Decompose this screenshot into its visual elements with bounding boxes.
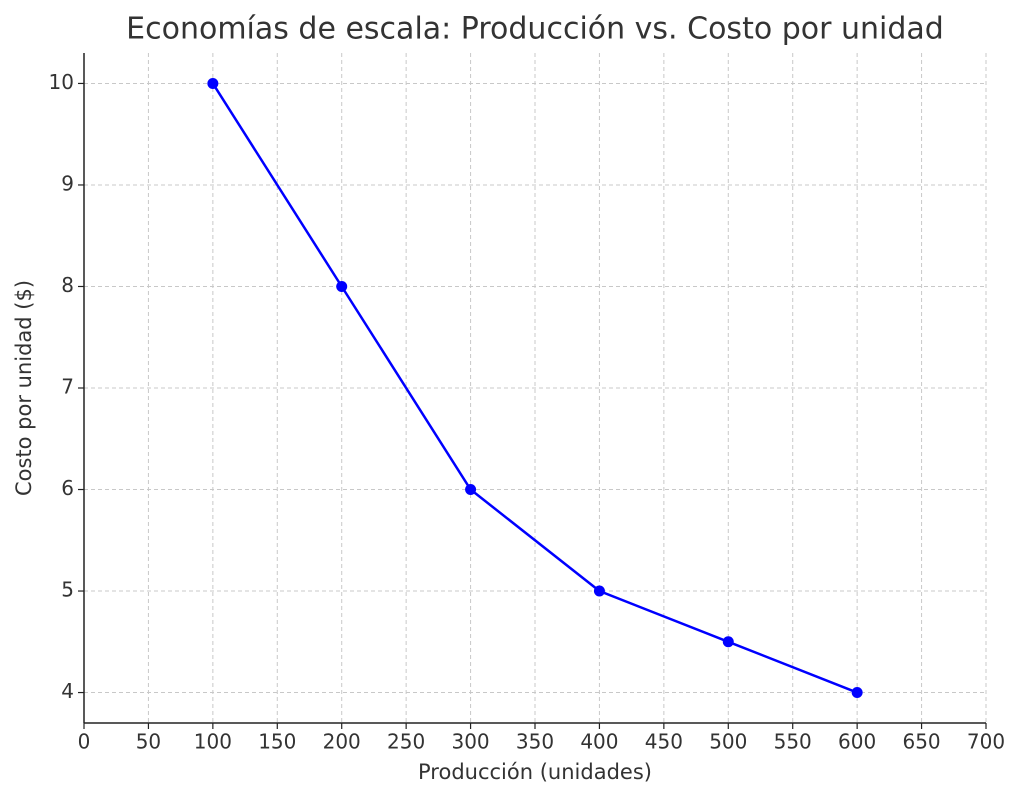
x-tick-label: 0 <box>78 730 91 754</box>
x-tick-label: 150 <box>258 730 296 754</box>
data-point <box>722 636 734 648</box>
y-tick-label: 8 <box>61 273 74 297</box>
y-tick-label: 6 <box>61 476 74 500</box>
y-tick-label: 4 <box>61 679 74 703</box>
x-tick-label: 650 <box>902 730 940 754</box>
y-tick-label: 7 <box>61 375 74 399</box>
x-tick-label: 700 <box>967 730 1005 754</box>
data-point <box>851 687 863 699</box>
chart-title: Economías de escala: Producción vs. Cost… <box>126 12 944 47</box>
x-tick-label: 50 <box>136 730 161 754</box>
x-tick-label: 350 <box>516 730 554 754</box>
y-tick-label: 9 <box>61 171 74 195</box>
x-tick-label: 450 <box>645 730 683 754</box>
y-tick-label: 5 <box>61 578 74 602</box>
x-tick-label: 400 <box>580 730 618 754</box>
x-axis-label: Producción (unidades) <box>418 760 652 784</box>
data-point <box>207 77 219 89</box>
x-tick-label: 100 <box>194 730 232 754</box>
x-tick-label: 300 <box>451 730 489 754</box>
data-point <box>593 585 605 597</box>
x-tick-label: 500 <box>709 730 747 754</box>
series-line <box>211 82 858 694</box>
x-tick-label: 250 <box>387 730 425 754</box>
data-point <box>465 484 477 496</box>
data-point <box>336 280 348 292</box>
y-axis-label: Costo por unidad ($) <box>12 280 36 496</box>
y-tick-label: 10 <box>49 70 74 94</box>
x-tick-label: 600 <box>838 730 876 754</box>
x-tick-label: 200 <box>323 730 361 754</box>
x-tick-label: 550 <box>774 730 812 754</box>
